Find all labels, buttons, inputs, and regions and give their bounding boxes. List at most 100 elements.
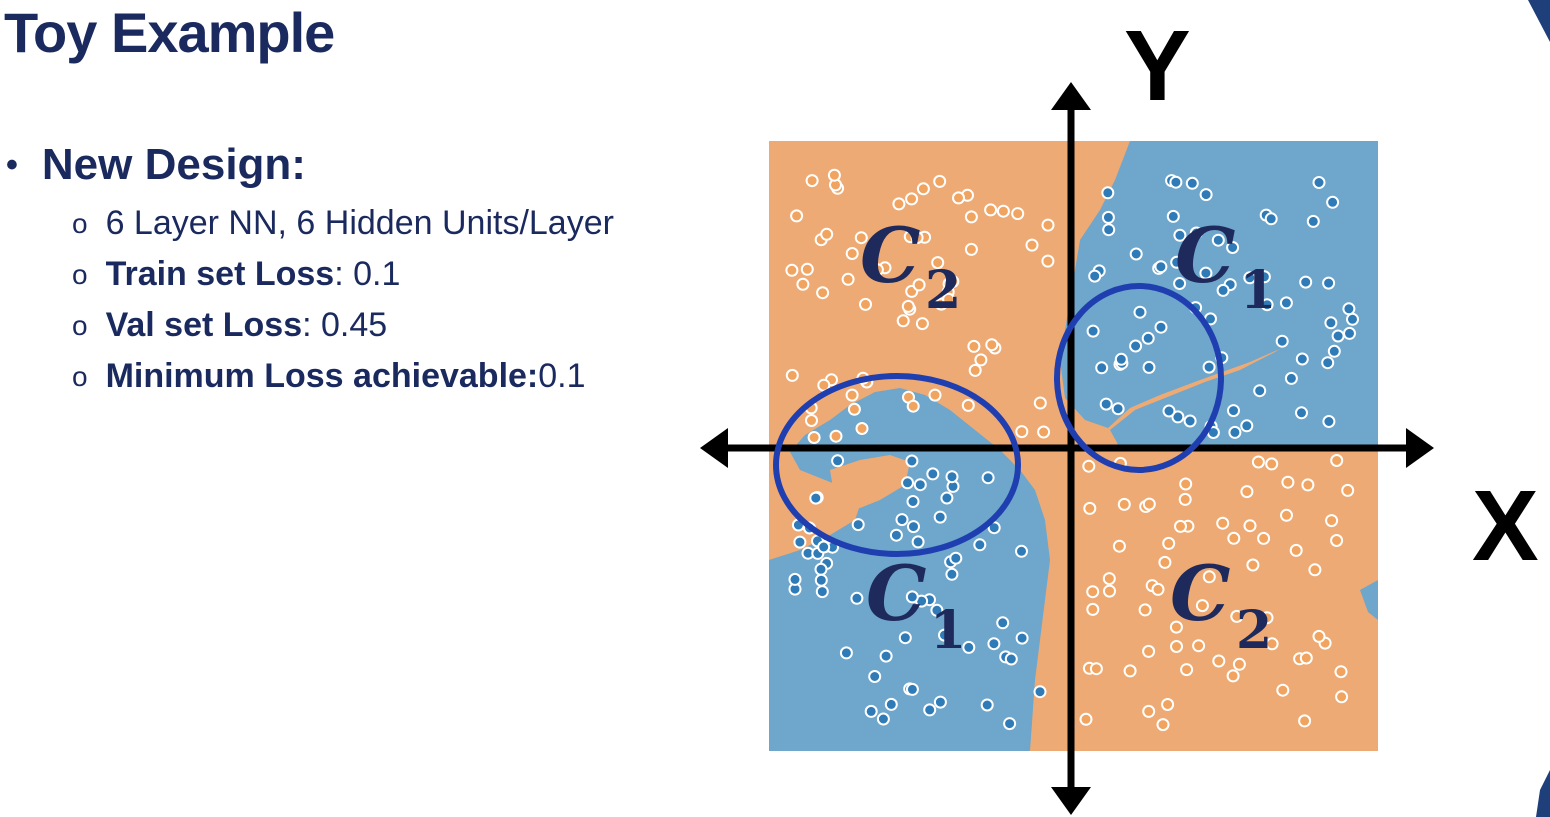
sub-bullet-val-loss: o Val set Loss : 0.45 [72,300,614,351]
data-point [1341,483,1355,497]
data-point [1195,599,1209,613]
data-point [1178,492,1192,506]
data-point [973,538,987,552]
data-point [876,712,890,726]
data-point [1169,620,1183,634]
data-point [1321,356,1335,370]
sub-bullet-bold: Train set Loss [105,255,335,293]
data-point [1331,329,1345,343]
data-point [1101,186,1115,200]
label-c2-top-left: C 2 [860,211,961,321]
highlight-ellipse [773,373,1021,557]
data-point [942,292,956,306]
data-point [817,540,831,554]
data-point [1312,629,1326,643]
data-point [961,398,975,412]
data-point [905,454,919,468]
data-point [839,646,853,660]
data-point [1265,637,1279,651]
data-point [1114,352,1128,366]
data-point [1276,683,1290,697]
data-point [1226,669,1240,683]
data-point [1192,639,1206,653]
data-point [1312,176,1326,189]
sub-bullet-architecture: o 6 Layer NN, 6 Hidden Units/Layer [72,198,614,249]
sub-bullet-marker: o [72,208,88,239]
sub-bullet-bold: Minimum Loss achievable: [105,357,539,395]
data-point [912,278,926,292]
data-point [1151,582,1165,596]
data-point [851,518,865,532]
data-point [1240,419,1254,433]
class-letter: C [1175,211,1236,300]
data-point [928,388,942,402]
class-subscript: 2 [1236,600,1272,661]
class-letter: C [860,211,921,300]
data-point [996,616,1010,630]
data-point [933,174,947,188]
data-point [1226,241,1240,254]
data-point [1162,404,1176,418]
data-point [1334,665,1348,679]
data-point [1138,603,1152,617]
data-point [1015,544,1028,558]
data-point [1099,397,1113,411]
data-point [916,182,930,196]
sub-bullet-marker: o [72,310,88,341]
data-point [1284,371,1298,385]
data-point [859,297,872,311]
data-point [1041,254,1055,268]
data-point [1169,175,1183,189]
data-point [1216,283,1230,297]
data-point [915,317,929,331]
data-point [905,192,919,206]
data-point [1243,271,1257,285]
data-point [1033,685,1047,699]
data-point [841,272,855,286]
main-bullet: • New Design: [6,140,306,190]
data-point [931,256,945,270]
sub-bullet-bold: Val set Loss [105,306,303,344]
data-point [796,277,810,291]
data-point [1171,410,1185,424]
data-point [1324,316,1338,330]
data-point [1117,497,1131,511]
sub-bullet-text: 6 Layer NN, 6 Hidden Units/Layer [105,204,614,242]
data-point [1299,275,1313,289]
data-point [926,467,940,481]
label-c1-bottom-left: C 1 [866,549,966,661]
data-point [1112,539,1126,553]
data-point [1111,402,1125,416]
data-point [847,402,861,416]
data-point [1141,331,1155,345]
data-point [974,353,988,367]
data-point [785,368,799,382]
y-axis-label: Y [1124,10,1191,122]
sub-bullet-text: : 0.45 [302,306,388,344]
data-point [827,168,841,182]
data-point [1253,384,1267,398]
data-point [1011,207,1025,221]
data-point [1179,477,1193,491]
data-point [907,520,920,534]
data-point [933,510,947,524]
class-letter: C [1170,549,1231,638]
data-point [905,590,919,604]
data-point [1154,320,1168,334]
data-point [1185,176,1199,190]
data-point [1343,326,1356,340]
data-point [1162,536,1176,550]
data-point [879,649,893,663]
data-point [815,585,829,599]
data-point [1212,654,1226,668]
data-point [1015,425,1029,439]
data-point [892,197,906,211]
sub-bullet-text: : 0.1 [334,255,401,293]
data-point [845,388,859,402]
region-blue [1060,141,1378,428]
data-point [896,314,910,328]
region-orange [830,455,910,510]
data-point [1003,717,1017,731]
data-point [1183,414,1197,428]
data-point [1326,195,1340,209]
